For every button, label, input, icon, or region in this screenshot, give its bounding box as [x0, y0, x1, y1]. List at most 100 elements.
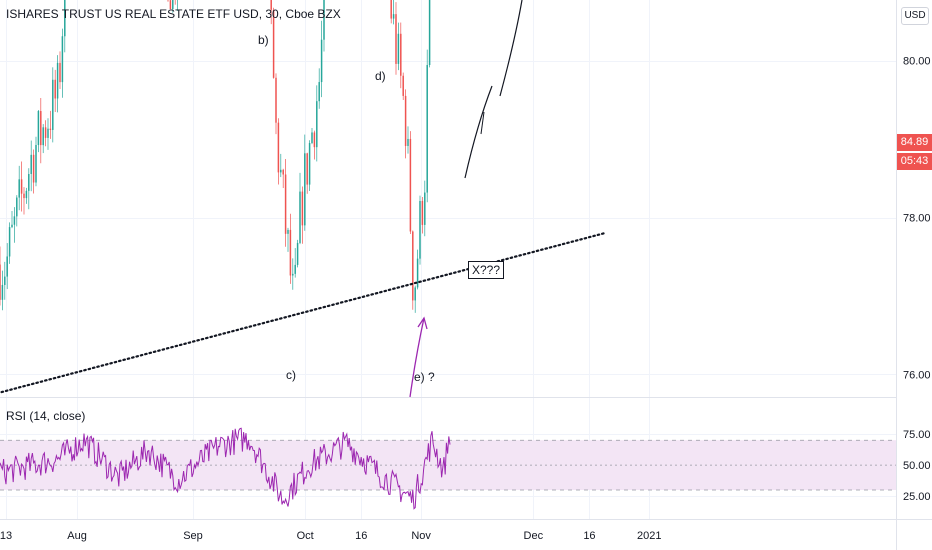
candle	[289, 229, 292, 276]
candle	[296, 242, 299, 265]
candle	[47, 128, 49, 138]
candle	[270, 0, 272, 10]
candle	[280, 169, 282, 173]
drawing-arrow	[409, 317, 425, 398]
time-axis[interactable]: 13 Aug Sep Oct 16 Nov Dec 16 2021	[0, 530, 662, 542]
candle	[49, 128, 52, 130]
candle	[54, 79, 56, 99]
candle	[400, 33, 402, 76]
candle	[287, 229, 289, 234]
candle	[407, 138, 409, 146]
candle	[44, 127, 47, 138]
candle	[308, 143, 311, 185]
candle	[323, 0, 325, 40]
time-tick-label: Nov	[411, 530, 431, 542]
candle	[169, 0, 172, 10]
candle	[25, 190, 28, 199]
candle	[6, 256, 8, 277]
candle	[306, 153, 308, 185]
trendlines	[0, 232, 606, 394]
drawings	[409, 0, 523, 398]
candle	[318, 82, 320, 102]
candle	[23, 193, 25, 199]
candle	[416, 258, 419, 288]
candle	[11, 224, 13, 228]
candle	[395, 14, 397, 64]
candle	[294, 264, 296, 274]
rsi-tick-label: 50.00	[903, 460, 931, 472]
candle	[37, 111, 40, 146]
candle	[414, 287, 416, 301]
time-tick-label: Dec	[524, 530, 544, 542]
candle	[316, 101, 318, 148]
candle	[426, 65, 428, 193]
candle	[18, 179, 20, 198]
candle	[409, 138, 412, 232]
candle	[64, 0, 66, 37]
wave-label-b[interactable]: b)	[258, 33, 269, 47]
candle	[172, 0, 174, 10]
candle	[392, 14, 395, 19]
candle	[4, 276, 6, 285]
time-tick-label: 2021	[637, 530, 661, 542]
rsi-indicator-label[interactable]: RSI (14, close)	[6, 409, 86, 423]
candle	[52, 79, 54, 130]
x-label-box[interactable]: X???	[468, 261, 505, 279]
candle	[0, 264, 1, 300]
candle	[284, 174, 287, 234]
candle	[304, 153, 306, 226]
candle	[277, 122, 280, 173]
candle	[59, 62, 61, 83]
wave-label-d[interactable]: d)	[375, 69, 386, 83]
time-tick-label: Aug	[67, 530, 87, 542]
candle	[390, 0, 392, 19]
candle	[311, 132, 313, 144]
price-axis[interactable]: 76.00 78.00 80.00	[903, 56, 931, 382]
wave-label-c[interactable]: c)	[286, 368, 296, 382]
trendline-lower	[0, 232, 606, 394]
candle	[292, 273, 294, 276]
candle	[402, 75, 404, 96]
time-tick-label: Sep	[183, 530, 203, 542]
candle	[1, 284, 4, 300]
candle	[428, 0, 431, 66]
drawing-up-line	[464, 85, 493, 179]
wave-label-e[interactable]: e) ?	[414, 370, 435, 384]
candle	[32, 154, 35, 183]
time-tick-label: 16	[583, 530, 595, 542]
rsi-tick-label: 25.00	[903, 491, 931, 503]
last-price-badge: 84.89	[897, 134, 932, 151]
candle	[313, 132, 316, 148]
rsi-line	[0, 427, 451, 510]
candle	[35, 145, 37, 183]
candle	[61, 36, 64, 83]
candle	[56, 62, 59, 99]
arrow-head-icon	[417, 316, 428, 330]
candle	[421, 201, 424, 225]
candle	[16, 197, 18, 217]
candle	[275, 77, 277, 123]
chart-title: ISHARES TRUST US REAL ESTATE ETF USD, 30…	[6, 7, 341, 21]
candle	[424, 192, 426, 225]
rsi-axis[interactable]: 25.00 50.00 75.00	[903, 429, 931, 503]
candle	[20, 179, 23, 194]
candle	[272, 9, 275, 78]
time-tick-label: 16	[355, 530, 367, 542]
candle	[412, 231, 414, 301]
candle	[30, 154, 32, 174]
candle	[397, 33, 400, 64]
candle	[404, 95, 407, 146]
candle	[419, 201, 421, 259]
candle	[301, 191, 304, 226]
time-tick-label: 13	[0, 530, 12, 542]
drawing-up-line-2	[499, 0, 523, 97]
drawing-tick	[480, 111, 485, 135]
candle	[28, 173, 30, 191]
price-tick-label: 80.00	[903, 56, 931, 68]
candle	[42, 127, 44, 146]
time-tick-label: Oct	[297, 530, 314, 542]
price-tick-label: 78.00	[903, 213, 931, 225]
currency-button[interactable]: USD	[901, 7, 929, 25]
price-tick-label: 76.00	[903, 369, 931, 381]
